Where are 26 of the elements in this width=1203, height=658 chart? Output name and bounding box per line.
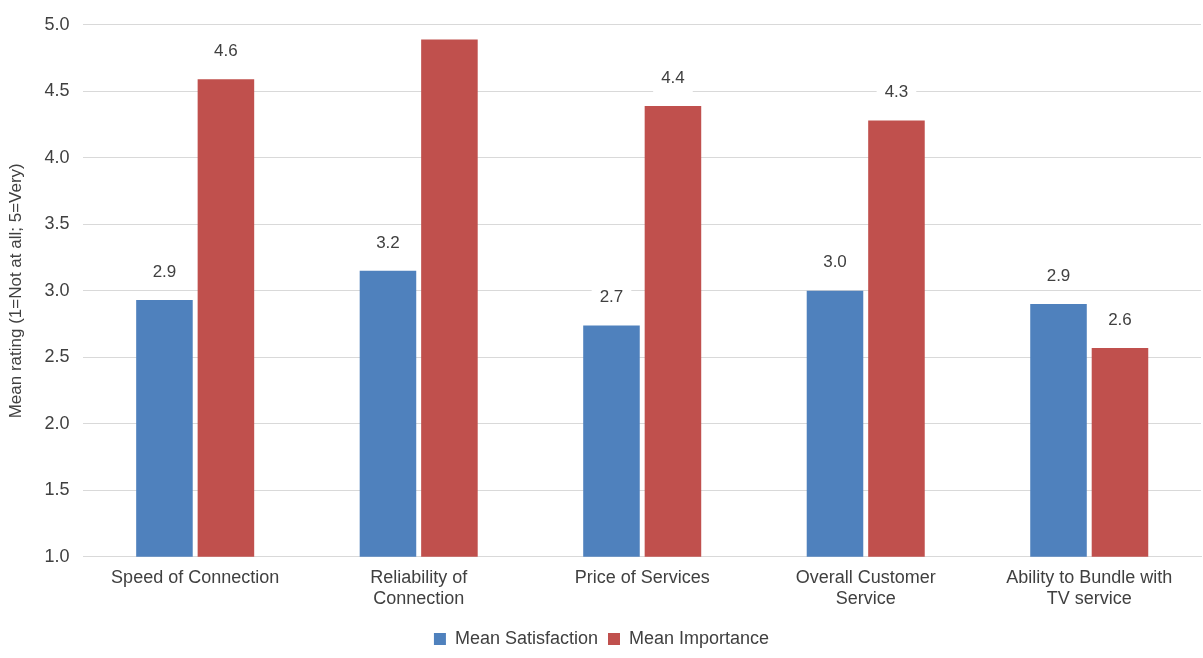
x-tick-label: Speed of Connection: [111, 566, 280, 587]
y-tick-label: 1.5: [44, 479, 70, 500]
data-label: 3.2: [376, 232, 400, 252]
x-tick-label: Ability to Bundle with TV service: [1006, 566, 1173, 609]
y-axis-title: Mean rating (1=Not at all; 5=Very): [5, 163, 25, 419]
y-tick-label: 5.0: [44, 13, 70, 34]
data-label: 2.6: [1108, 309, 1132, 329]
data-label: 4.6: [214, 41, 238, 61]
data-label: 4.3: [884, 82, 909, 102]
x-tick-label: Reliability of Connection: [370, 566, 469, 609]
x-tick-label: Overall Customer Service: [795, 566, 936, 609]
legend-label: Mean Importance: [629, 627, 770, 648]
y-tick-label: 2.0: [44, 412, 70, 433]
y-tick-label: 4.0: [44, 146, 70, 167]
data-label: 2.9: [152, 261, 177, 281]
data-label: 4.4: [661, 67, 685, 87]
y-tick-label: 1.0: [44, 545, 70, 566]
y-tick-label: 3.0: [44, 279, 70, 300]
data-label: 2.7: [599, 287, 624, 307]
data-label: 2.9: [1046, 265, 1071, 285]
data-label: 3.0: [823, 252, 847, 272]
y-tick-label: 3.5: [44, 213, 70, 234]
y-tick-label: 4.5: [44, 80, 70, 101]
x-tick-label: Price of Services: [574, 566, 710, 587]
y-tick-label: 2.5: [44, 346, 70, 367]
legend-label: Mean Satisfaction: [454, 627, 598, 648]
